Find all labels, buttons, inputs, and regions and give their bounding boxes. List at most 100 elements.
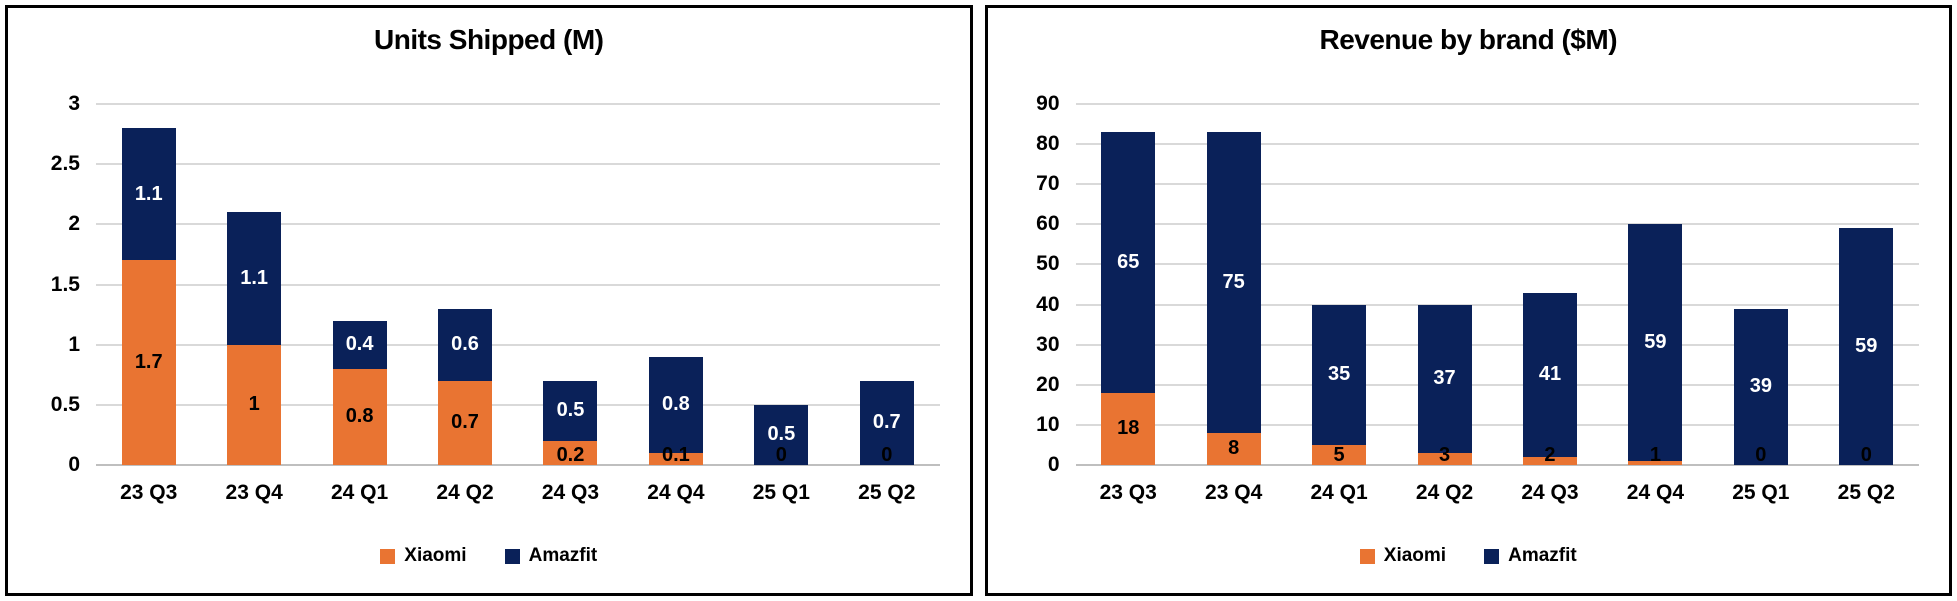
bar-25-q2: 0 0.7 [859, 380, 914, 466]
gridline [96, 283, 940, 286]
y-axis-tick-label: 3 [68, 92, 80, 115]
amazfit-segment: 37 [1417, 304, 1472, 453]
amazfit-segment: 35 [1312, 304, 1367, 445]
xiaomi-segment [648, 452, 703, 465]
legend-label: Amazfit [528, 545, 598, 566]
legend-item-xiaomi: Xiaomi [380, 545, 467, 567]
y-axis-tick-label: 40 [1036, 292, 1060, 316]
bar-24-q3: 2 41 [1522, 292, 1577, 466]
legend-swatch-xiaomi-icon [380, 548, 396, 564]
plot-area: 0 0.5 1 1.5 2 2.5 3 1.7 1.1 23 Q3 1 1.1 23 Q4 0.8 0.4 2… [51, 92, 940, 504]
xiaomi-segment: 0.7 [438, 380, 493, 465]
x-axis-category-label: 24 Q3 [1521, 481, 1579, 504]
legend-item-amazfit: Amazfit [504, 545, 598, 567]
bar-24-q2: 3 37 [1417, 304, 1472, 466]
y-axis-tick-label: 70 [1036, 172, 1060, 196]
legend-swatch-amazfit-icon [1484, 548, 1500, 564]
bar-24-q2: 0.7 0.6 [438, 308, 493, 465]
x-axis-category-label: 24 Q1 [330, 481, 389, 504]
y-axis-tick-label: 2.5 [50, 152, 80, 176]
y-axis-tick-label: 80 [1036, 132, 1060, 156]
x-axis-category-label: 24 Q4 [647, 481, 705, 504]
bar-23-q4: 8 75 [1206, 132, 1261, 465]
amazfit-segment: 39 [1733, 308, 1788, 465]
xiaomi-data-label: 0 [881, 444, 893, 466]
units-shipped-chart-panel: Units Shipped (M) 0 0.5 1 1.5 2 2.5 3 1.7 1.1 23 … [5, 5, 973, 596]
bar-25-q1: 0 39 [1733, 308, 1788, 466]
y-axis-tick-label: 50 [1036, 252, 1060, 276]
x-axis-category-label: 23 Q4 [1205, 481, 1263, 504]
x-axis-category-label: 24 Q3 [541, 481, 600, 504]
gridline [1075, 303, 1919, 306]
amazfit-segment: 0.4 [332, 320, 387, 369]
gridline [1075, 103, 1919, 105]
y-axis-tick-label: 10 [1036, 412, 1060, 436]
amazfit-segment: 0.5 [754, 404, 809, 465]
amazfit-segment: 1.1 [227, 212, 282, 345]
bar-25-q2: 0 59 [1839, 228, 1894, 466]
legend-swatch-amazfit-icon [504, 548, 520, 564]
legend: Xiaomi Amazfit [8, 545, 970, 567]
gridline [96, 403, 940, 406]
xiaomi-data-label: 0 [1755, 444, 1767, 466]
gridline [1075, 263, 1919, 266]
legend-item-amazfit: Amazfit [1484, 545, 1577, 567]
bar-23-q3: 18 65 [1101, 132, 1156, 465]
gridline [1075, 223, 1919, 226]
x-axis-category-label: 25 Q1 [752, 481, 810, 504]
x-axis-category-label: 24 Q1 [1310, 481, 1368, 504]
gridline [96, 223, 940, 226]
x-axis-category-label: 24 Q2 [1415, 481, 1474, 504]
x-axis-category-label: 25 Q2 [858, 481, 916, 504]
gridline [96, 343, 940, 346]
amazfit-segment: 0.6 [438, 308, 493, 381]
xiaomi-segment [543, 440, 598, 465]
legend-label: Amazfit [1508, 545, 1577, 566]
y-axis-tick-label: 0 [1047, 453, 1060, 476]
amazfit-segment: 41 [1522, 292, 1577, 457]
x-axis-category-label: 25 Q2 [1837, 481, 1895, 504]
x-axis-category-label: 25 Q1 [1732, 481, 1790, 504]
bar-24-q4: 1 59 [1628, 224, 1683, 466]
y-axis-tick-label: 1 [68, 332, 80, 356]
amazfit-segment: 0.5 [543, 380, 598, 441]
gridline [96, 163, 940, 166]
y-axis-tick-label: 20 [1036, 372, 1060, 396]
gridline [1075, 143, 1919, 146]
legend-swatch-xiaomi-icon [1359, 548, 1375, 564]
x-axis-category-label: 23 Q4 [225, 481, 283, 504]
y-axis-tick-label: 30 [1036, 332, 1060, 356]
plot-area: 0 10 20 30 40 50 60 70 80 90 18 65 23 Q3 8 75 23 Q4 5 35 2… [1036, 92, 1919, 504]
bar-24-q1: 5 35 [1312, 304, 1367, 466]
gridline [96, 464, 940, 466]
gridline [96, 103, 940, 105]
y-axis-tick-label: 1.5 [50, 272, 80, 296]
y-axis-tick-label: 2 [68, 212, 80, 236]
chart-title-revenue-by-brand: Revenue by brand ($M) [1319, 24, 1618, 55]
x-axis-category-label: 23 Q3 [1099, 481, 1157, 504]
xiaomi-segment: 1.7 [121, 260, 176, 465]
gridline [1075, 423, 1919, 426]
legend-label: Xiaomi [1383, 545, 1447, 566]
y-axis-tick-label: 0 [68, 453, 80, 476]
amazfit-segment: 75 [1206, 132, 1261, 433]
xiaomi-segment: 18 [1101, 392, 1156, 465]
revenue-by-brand-chart-panel: Revenue by brand ($M) 0 10 20 30 40 50 60 70 80 9… [984, 5, 1952, 596]
xiaomi-data-label: 2 [1544, 444, 1556, 466]
xiaomi-data-label: 0.2 [556, 444, 585, 466]
gridline [1075, 343, 1919, 346]
legend-item-xiaomi: Xiaomi [1359, 545, 1447, 567]
y-axis-tick-label: 0.5 [50, 392, 80, 416]
gridline [1075, 183, 1919, 186]
amazfit-segment: 0.7 [859, 380, 914, 465]
xiaomi-data-label: 3 [1438, 444, 1451, 466]
xiaomi-data-label: 5 [1333, 444, 1345, 466]
xiaomi-data-label: 1 [1649, 444, 1661, 466]
gridline [1075, 464, 1919, 466]
amazfit-segment: 1.1 [121, 128, 176, 261]
xiaomi-segment [1417, 452, 1472, 465]
x-axis-category-label: 24 Q4 [1626, 481, 1685, 504]
y-axis-tick-label: 60 [1036, 212, 1060, 236]
legend-label: Xiaomi [404, 545, 467, 566]
bar-23-q3: 1.7 1.1 [121, 128, 176, 465]
